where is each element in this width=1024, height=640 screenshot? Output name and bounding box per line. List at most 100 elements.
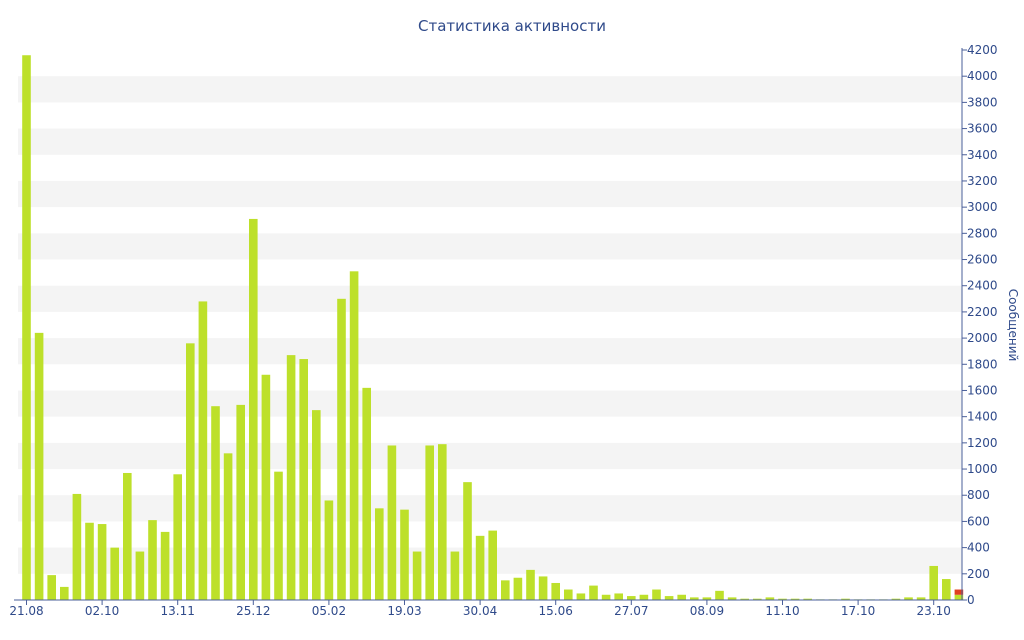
y-tick-label: 2600 [967,253,998,267]
bar [740,598,749,600]
bar [513,577,523,600]
bar [85,522,94,600]
bar [677,594,686,600]
bar [589,585,598,600]
grid-band [18,495,962,522]
bar [929,565,938,600]
x-tick-label: 08.09 [690,604,724,618]
bar [841,598,850,600]
bar [727,597,737,600]
grid-band [18,390,962,417]
y-tick-label: 2800 [967,226,998,240]
bar [123,472,132,600]
bars-group [22,55,964,600]
bar-secondary [954,589,964,595]
bar [942,579,951,600]
bar [614,593,623,600]
bar [475,535,485,600]
bar [438,444,447,600]
bar [664,596,674,600]
bar [627,596,636,600]
bar [904,597,913,600]
bar [639,594,649,600]
bar [564,589,573,600]
y-tick-label: 4200 [967,43,998,57]
bar [526,569,535,600]
bar [60,586,69,600]
grid-band [18,128,962,155]
x-tick-label: 15.06 [539,604,573,618]
y-tick-label: 1400 [967,410,998,424]
bar [715,590,724,600]
bar [274,471,283,600]
bar [97,524,107,600]
x-tick-label: 17.10 [841,604,875,618]
x-tick-label: 11.10 [765,604,799,618]
bar [412,551,422,600]
y-tick-label: 3600 [967,122,998,136]
y-tick-label: 0 [967,593,975,607]
bar [236,404,245,600]
axes-group [14,48,963,601]
grid-band [18,338,962,365]
x-tick-label: 30.04 [463,604,497,618]
bar [337,298,346,600]
y-tick-label: 1800 [967,357,998,371]
bar [576,593,586,600]
x-tick-label: 13.11 [161,604,195,618]
bar [753,598,762,600]
bar [324,500,334,600]
x-tick-label: 21.08 [9,604,43,618]
y-tick-label: 600 [967,514,990,528]
bar [148,520,157,600]
y-tick-label: 4000 [967,69,998,83]
y-tick-label: 2400 [967,279,998,293]
x-tick-label: 25.12 [236,604,270,618]
bar [110,547,119,600]
bar [249,218,258,600]
bar [286,355,296,600]
bar [186,343,195,600]
bar [538,576,548,600]
bar [501,580,510,600]
bar [362,387,371,600]
bar [375,508,384,600]
grid-bands [18,76,962,574]
y-tick-label: 3800 [967,95,998,109]
bar [790,598,800,600]
chart-title: Статистика активности [418,17,606,35]
bar [34,332,44,600]
x-tick-label: 02.10 [85,604,119,618]
y-tick-label: 2200 [967,305,998,319]
bar [223,453,233,600]
bar [765,597,775,600]
bar [299,359,308,600]
bar [601,594,611,600]
y-tick-label: 1000 [967,462,998,476]
bar [312,410,321,600]
bar [488,530,497,600]
y-axis-label: Сообщений [1006,289,1020,362]
bar [463,482,472,600]
bar [702,597,712,600]
y-ticks-group: 0 200 400 600 800 1000 1200 1400 1600 1800 2000 220… [962,43,998,607]
bar [173,474,182,600]
y-tick-label: 800 [967,488,990,502]
grid-band [18,180,962,208]
bar [652,589,661,600]
bar [387,445,397,600]
bar [891,598,901,600]
bar [778,598,787,600]
bar [22,55,31,600]
bar [261,374,271,600]
x-tick-label: 19.03 [387,604,421,618]
grid-band [18,76,962,103]
x-ticks-group: 21.08 02.10 13.11 25.12 05.02 19.03 30.04 15.06… [9,600,951,618]
grid-band [18,285,962,312]
y-tick-label: 1200 [967,436,998,450]
grid-band [18,442,962,470]
bar [954,594,964,600]
bar [803,598,812,600]
bar [198,301,208,600]
